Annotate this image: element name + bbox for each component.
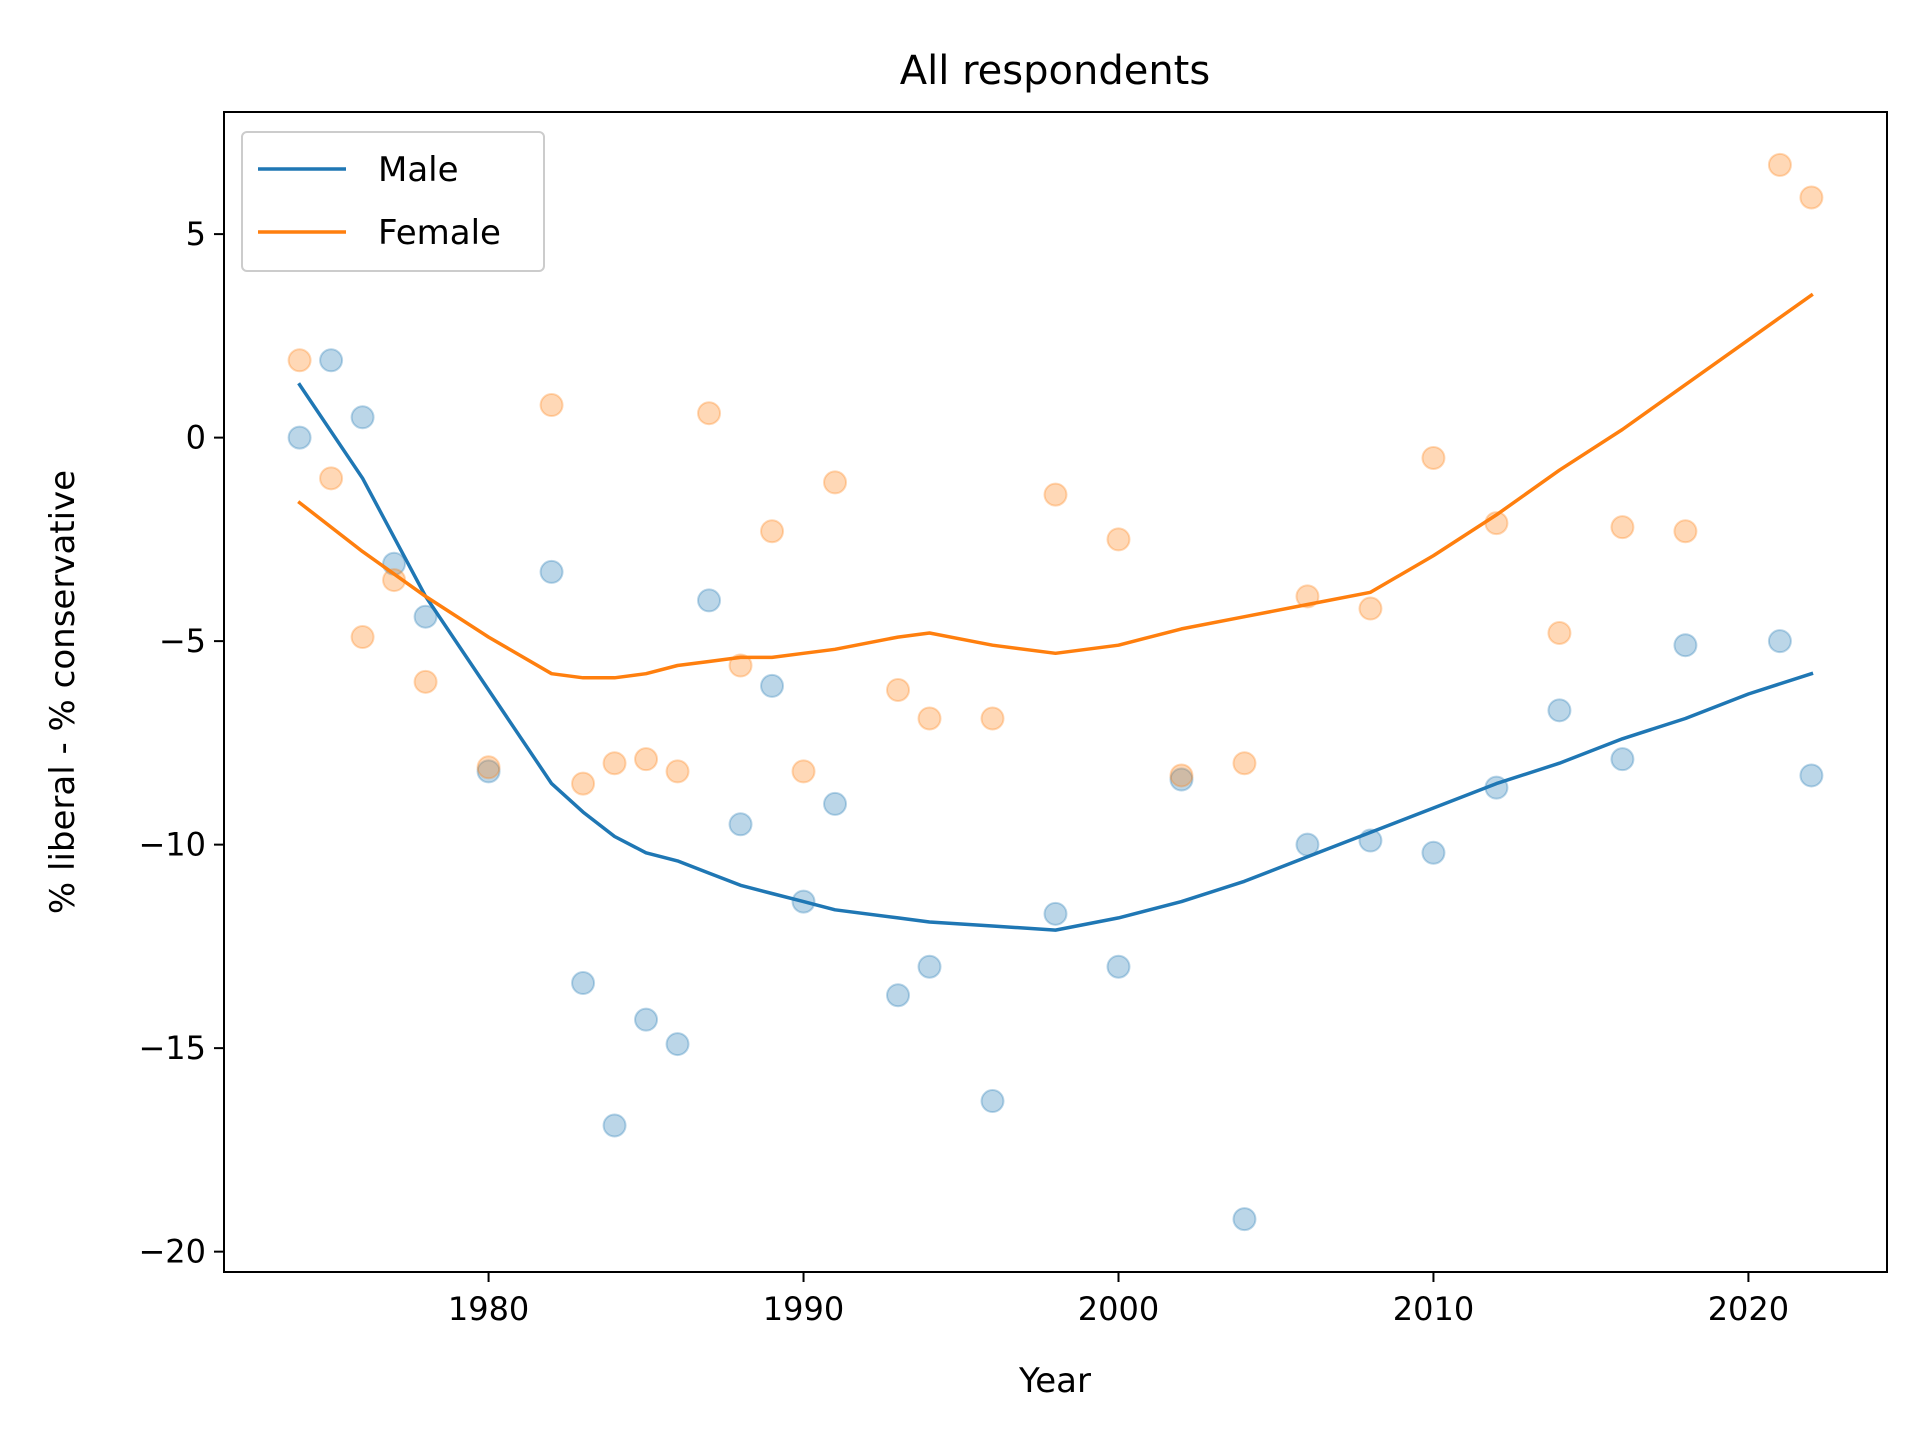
y-axis-label: % liberal - % conservative [43, 470, 83, 914]
male-point [665, 1032, 690, 1057]
y-tick-label: 5 [186, 215, 206, 253]
female-point [728, 653, 753, 678]
male-point [287, 425, 312, 450]
male-point [760, 673, 785, 698]
female-point [1610, 515, 1635, 540]
male-point [1610, 747, 1635, 772]
y-tick-label: −10 [138, 826, 206, 864]
male-point [886, 983, 911, 1008]
female-point [1799, 185, 1824, 210]
x-axis-label: Year [1018, 1361, 1091, 1401]
y-tick-label: −15 [138, 1029, 206, 1067]
male-point [602, 1113, 627, 1138]
female-point [350, 625, 375, 650]
female-point [476, 755, 501, 780]
legend: Male Female [241, 131, 545, 272]
female-point [287, 348, 312, 373]
trend-lines [297, 292, 1814, 932]
female-point [571, 771, 596, 796]
female-point [539, 393, 564, 418]
male-point [476, 759, 501, 784]
female-point [413, 669, 438, 694]
female-point [1421, 445, 1446, 470]
y-tick-label: −20 [138, 1233, 206, 1271]
male-point [350, 405, 375, 430]
female-point [1673, 519, 1698, 544]
male-point [319, 348, 344, 373]
x-tick-label: 1980 [448, 1290, 529, 1328]
y-tick-label: −5 [159, 622, 206, 660]
female-point [1547, 620, 1572, 645]
male-point [728, 812, 753, 837]
legend-label-female: Female [378, 213, 501, 253]
female-point [319, 466, 344, 491]
female-point [886, 677, 911, 702]
x-tick-label: 1990 [763, 1290, 844, 1328]
male-point [571, 971, 596, 996]
female-point [697, 401, 722, 426]
female-point [760, 519, 785, 544]
female-point [980, 706, 1005, 731]
male-point [1421, 840, 1446, 865]
female-point [823, 470, 848, 495]
female-point [1106, 527, 1131, 552]
male-point [1799, 763, 1824, 788]
x-tick-label: 2000 [1078, 1290, 1159, 1328]
female-point [1043, 482, 1068, 507]
female-point [1232, 751, 1257, 776]
female-trend-line [297, 292, 1814, 680]
female-point [1358, 596, 1383, 621]
male-point [1673, 633, 1698, 658]
male-point [980, 1089, 1005, 1114]
female-point [665, 759, 690, 784]
male-point [697, 588, 722, 613]
male-point [1767, 629, 1792, 654]
male-point [539, 559, 564, 584]
male-point [1169, 767, 1194, 792]
male-point [1232, 1207, 1257, 1232]
female-point [602, 751, 627, 776]
x-axis-ticks: 1980 1990 2000 2010 2020 [448, 1272, 1789, 1328]
male-point [823, 791, 848, 816]
male-point [1106, 954, 1131, 979]
male-point [413, 604, 438, 629]
male-point [1043, 901, 1068, 926]
legend-label-male: Male [378, 150, 459, 190]
female-point [791, 759, 816, 784]
x-tick-label: 2010 [1393, 1290, 1474, 1328]
female-point [1169, 763, 1194, 788]
y-tick-label: 0 [186, 419, 206, 457]
female-point [634, 747, 659, 772]
female-point [1767, 152, 1792, 177]
male-point [1547, 698, 1572, 723]
legend-box [241, 131, 545, 272]
male-point [917, 954, 942, 979]
plot-frame [223, 111, 1888, 1273]
x-tick-label: 2020 [1708, 1290, 1789, 1328]
male-point [634, 1007, 659, 1032]
chart-title: All respondents [900, 48, 1210, 94]
y-axis-ticks: 5 0 −5 −10 −15 −20 [138, 215, 224, 1271]
male-trend-line [297, 382, 1814, 932]
female-point [917, 706, 942, 731]
